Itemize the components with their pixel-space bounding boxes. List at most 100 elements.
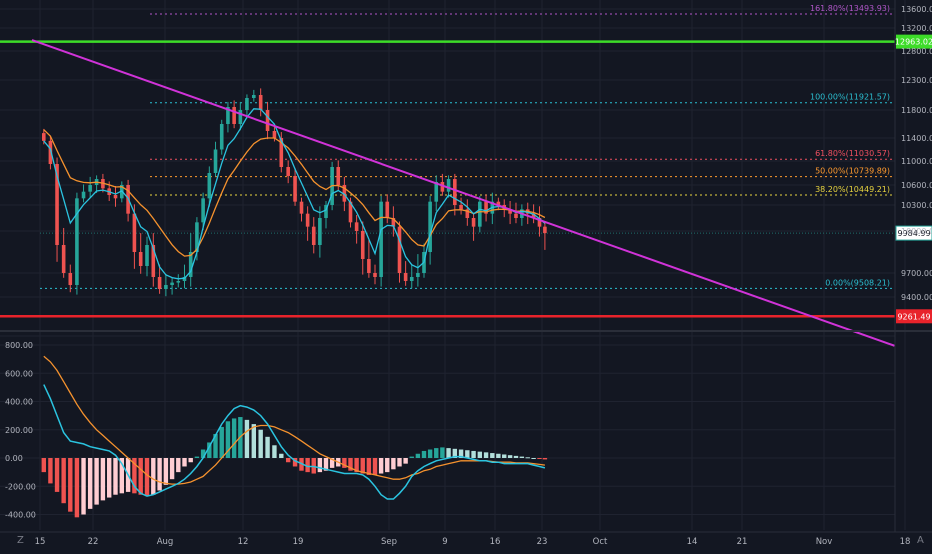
candle-body[interactable] bbox=[226, 107, 230, 124]
macd-histogram-bar[interactable] bbox=[542, 458, 548, 460]
candle-body[interactable] bbox=[219, 124, 224, 150]
macd-histogram-bar[interactable] bbox=[157, 458, 162, 491]
candle-body[interactable] bbox=[55, 164, 59, 245]
macd-histogram-bar[interactable] bbox=[317, 458, 323, 473]
candle-body[interactable] bbox=[213, 149, 218, 174]
candle-body[interactable] bbox=[360, 231, 365, 259]
candle-body[interactable] bbox=[238, 110, 243, 124]
candle-body[interactable] bbox=[201, 198, 205, 223]
candle-body[interactable] bbox=[391, 218, 396, 227]
candle-body[interactable] bbox=[543, 226, 547, 234]
candle-body[interactable] bbox=[428, 201, 432, 252]
macd-histogram-bar[interactable] bbox=[403, 458, 408, 464]
candle-body[interactable] bbox=[68, 273, 73, 285]
candle-body[interactable] bbox=[531, 213, 536, 218]
macd-histogram-bar[interactable] bbox=[107, 458, 112, 498]
candle-body[interactable] bbox=[336, 167, 341, 185]
candle-body[interactable] bbox=[41, 133, 46, 141]
macd-pane[interactable] bbox=[41, 355, 548, 518]
candle-body[interactable] bbox=[272, 131, 277, 138]
macd-histogram-bar[interactable] bbox=[477, 451, 483, 458]
macd-histogram-bar[interactable] bbox=[225, 421, 231, 458]
candle-body[interactable] bbox=[453, 179, 457, 205]
bottom-right-label[interactable]: A bbox=[917, 535, 924, 546]
candle-body[interactable] bbox=[132, 213, 137, 252]
candle-body[interactable] bbox=[245, 98, 249, 110]
candle-body[interactable] bbox=[318, 218, 322, 245]
macd-histogram-bar[interactable] bbox=[169, 458, 175, 480]
macd-histogram-bar[interactable] bbox=[48, 458, 53, 484]
macd-histogram-bar[interactable] bbox=[81, 458, 86, 515]
candle-body[interactable] bbox=[342, 185, 347, 202]
bottom-left-label[interactable]: Z bbox=[17, 535, 24, 546]
macd-histogram-bar[interactable] bbox=[354, 458, 359, 473]
candle-body[interactable] bbox=[195, 222, 199, 252]
candle-body[interactable] bbox=[48, 140, 53, 164]
macd-histogram-bar[interactable] bbox=[163, 458, 169, 485]
macd-histogram-bar[interactable] bbox=[421, 450, 427, 458]
candle-body[interactable] bbox=[385, 201, 390, 218]
macd-histogram-bar[interactable] bbox=[397, 458, 402, 467]
macd-histogram-bar[interactable] bbox=[465, 450, 470, 458]
candle-body[interactable] bbox=[367, 259, 371, 273]
macd-histogram-bar[interactable] bbox=[446, 448, 451, 458]
macd-histogram-bar[interactable] bbox=[348, 458, 353, 471]
macd-histogram-bar[interactable] bbox=[113, 458, 118, 495]
candle-body[interactable] bbox=[61, 245, 66, 273]
candle-body[interactable] bbox=[293, 176, 297, 202]
candle-body[interactable] bbox=[416, 273, 420, 277]
macd-histogram-bar[interactable] bbox=[329, 458, 335, 468]
candle-body[interactable] bbox=[508, 209, 512, 214]
candle-body[interactable] bbox=[113, 195, 118, 199]
macd-histogram-bar[interactable] bbox=[231, 418, 237, 458]
macd-histogram-bar[interactable] bbox=[502, 454, 507, 458]
macd-histogram-bar[interactable] bbox=[458, 449, 464, 458]
candle-body[interactable] bbox=[354, 222, 359, 231]
candle-body[interactable] bbox=[471, 218, 476, 227]
candle-body[interactable] bbox=[478, 201, 482, 227]
candle-body[interactable] bbox=[157, 277, 162, 289]
candle-body[interactable] bbox=[440, 182, 445, 192]
candle-body[interactable] bbox=[446, 179, 451, 192]
macd-histogram-bar[interactable] bbox=[434, 448, 439, 458]
macd-histogram-bar[interactable] bbox=[525, 457, 530, 459]
candle-body[interactable] bbox=[459, 205, 463, 210]
macd-histogram-bar[interactable] bbox=[68, 458, 73, 512]
candle-body[interactable] bbox=[514, 213, 518, 218]
macd-histogram-bar[interactable] bbox=[427, 449, 433, 458]
candle-body[interactable] bbox=[537, 218, 542, 227]
candle-body[interactable] bbox=[151, 245, 156, 277]
macd-histogram-bar[interactable] bbox=[452, 448, 458, 458]
macd-histogram-bar[interactable] bbox=[213, 433, 218, 458]
macd-histogram-bar[interactable] bbox=[385, 458, 390, 473]
macd-histogram-bar[interactable] bbox=[258, 429, 263, 458]
macd-histogram-bar[interactable] bbox=[496, 453, 501, 458]
macd-histogram-bar[interactable] bbox=[366, 458, 372, 475]
candle-body[interactable] bbox=[182, 277, 187, 281]
candle-body[interactable] bbox=[409, 277, 414, 281]
candle-body[interactable] bbox=[311, 226, 316, 245]
candle-body[interactable] bbox=[164, 285, 168, 289]
macd-histogram-bar[interactable] bbox=[54, 458, 60, 492]
macd-histogram-bar[interactable] bbox=[507, 455, 513, 458]
macd-histogram-bar[interactable] bbox=[132, 458, 137, 494]
macd-histogram-bar[interactable] bbox=[244, 419, 250, 458]
candle-body[interactable] bbox=[305, 213, 310, 227]
macd-histogram-bar[interactable] bbox=[207, 442, 212, 458]
candle-body[interactable] bbox=[279, 138, 284, 167]
trendline[interactable] bbox=[31, 39, 895, 347]
macd-histogram-bar[interactable] bbox=[74, 458, 80, 518]
candle-body[interactable] bbox=[484, 201, 488, 214]
macd-histogram-bar[interactable] bbox=[87, 458, 93, 509]
candle-body[interactable] bbox=[170, 282, 174, 285]
candle-body[interactable] bbox=[88, 185, 92, 192]
candle-body[interactable] bbox=[348, 201, 353, 223]
candle-body[interactable] bbox=[434, 182, 439, 202]
macd-histogram-bar[interactable] bbox=[531, 458, 536, 459]
macd-histogram-bar[interactable] bbox=[100, 458, 106, 501]
macd-histogram-bar[interactable] bbox=[378, 458, 384, 474]
macd-histogram-bar[interactable] bbox=[360, 458, 365, 474]
macd-histogram-bar[interactable] bbox=[440, 447, 445, 458]
macd-histogram-bar[interactable] bbox=[471, 450, 476, 458]
